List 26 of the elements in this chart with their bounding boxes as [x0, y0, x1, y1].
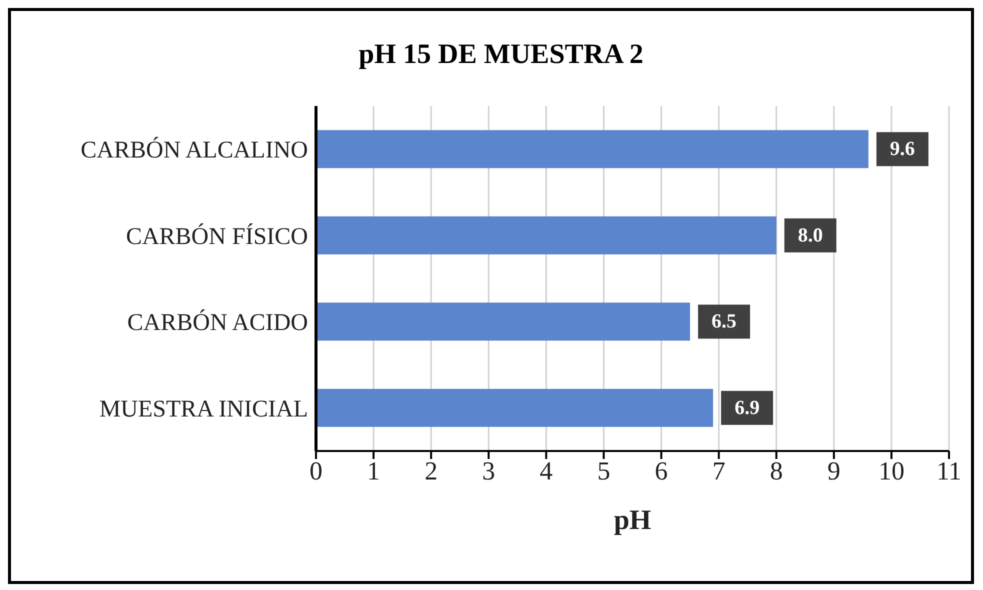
data-label: 8.0	[798, 224, 823, 246]
x-tick-label: 7	[712, 456, 726, 486]
x-tick-label: 5	[597, 456, 610, 486]
bar	[316, 130, 868, 168]
x-tick-label: 6	[654, 456, 668, 486]
x-tick-label: 2	[424, 456, 438, 486]
data-label: 9.6	[890, 138, 915, 160]
x-tick-label: 1	[367, 456, 380, 486]
bar	[316, 302, 690, 341]
x-tick-label: 3	[482, 456, 496, 486]
x-tick-label: 9	[827, 456, 840, 486]
x-tick-label: 0	[310, 456, 322, 486]
x-tick-label: 10	[878, 456, 904, 486]
data-label: 6.9	[734, 396, 760, 419]
y-tick-label: CARBÓN ACIDO	[127, 309, 308, 336]
y-tick-label: CARBÓN FÍSICO	[126, 222, 308, 250]
x-tick-label: 11	[936, 456, 962, 486]
x-tick-label: 8	[770, 456, 783, 486]
y-tick-label: CARBÓN ALCALINO	[80, 136, 308, 164]
bar	[316, 216, 776, 254]
x-tick-label: 4	[540, 456, 553, 486]
bar	[316, 388, 714, 427]
x-axis-title: pH	[614, 505, 652, 536]
y-tick-label: MUESTRA INICIAL	[99, 396, 308, 422]
data-label: 6.5	[712, 310, 737, 333]
chart-title: pH 15 DE MUESTRA 2	[358, 39, 644, 71]
